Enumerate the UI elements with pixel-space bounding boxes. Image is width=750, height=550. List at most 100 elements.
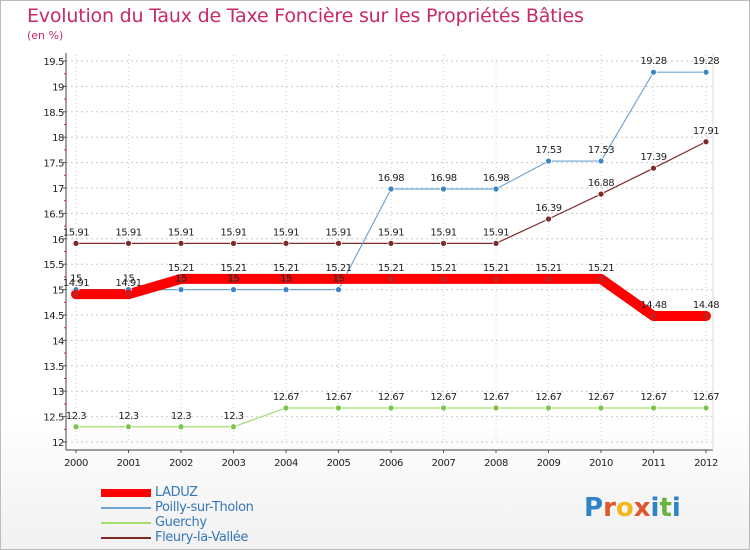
data-label: 12.67	[483, 392, 509, 403]
data-point	[544, 274, 553, 284]
data-point	[650, 68, 657, 76]
data-label: 16.39	[535, 203, 561, 214]
data-point	[701, 311, 711, 321]
data-point	[491, 274, 501, 284]
data-point	[177, 423, 185, 431]
data-label: 15.91	[168, 227, 194, 238]
x-tick-label: 2004	[274, 458, 298, 469]
data-label: 15	[280, 274, 292, 285]
data-point	[545, 157, 552, 165]
logo-letter: o	[615, 493, 634, 523]
data-label: 15.91	[115, 227, 141, 238]
data-label: 12.67	[640, 392, 666, 403]
data-label: 15	[123, 274, 135, 285]
data-label: 14.91	[115, 278, 141, 289]
x-tick-label: 2005	[327, 458, 351, 469]
data-label: 15.21	[220, 263, 246, 274]
data-label: 15	[333, 274, 345, 285]
data-label: 14.91	[63, 278, 89, 289]
data-label: 12.67	[378, 392, 404, 403]
data-point	[71, 289, 81, 299]
legend-label: LADUZ	[155, 485, 198, 500]
data-label: 12.67	[535, 392, 561, 403]
data-label: 12.3	[118, 411, 138, 422]
data-point	[650, 164, 657, 172]
series-line	[71, 273, 711, 322]
data-label: 12.67	[693, 392, 719, 403]
data-point	[386, 274, 396, 284]
y-tick-label: 16	[52, 235, 64, 246]
y-tick-label: 15.5	[43, 260, 64, 271]
data-point	[440, 239, 447, 247]
series-markers	[71, 68, 711, 431]
y-tick-label: 18	[52, 133, 64, 144]
data-label: 12.3	[66, 411, 86, 422]
y-tick-label: 14.5	[43, 311, 64, 322]
data-label: 12.67	[325, 392, 351, 403]
data-point	[387, 239, 395, 247]
y-tick-label: 19	[52, 82, 64, 93]
data-point	[545, 404, 552, 412]
data-point	[125, 423, 132, 431]
x-tick-label: 2006	[379, 458, 403, 469]
data-label: 15.21	[430, 263, 456, 274]
data-point	[492, 404, 500, 412]
logo-letter: i	[671, 493, 681, 523]
data-point	[72, 239, 80, 247]
data-label: 15.21	[535, 263, 561, 274]
data-point	[176, 274, 186, 284]
data-label: 15.91	[220, 227, 246, 238]
x-tick-label: 2003	[222, 458, 246, 469]
legend-item: Fleury-la-Vallée	[101, 530, 361, 545]
legend-label: Poilly-sur-Tholon	[155, 500, 254, 515]
data-point	[440, 404, 447, 412]
x-tick-label: 2011	[642, 458, 666, 469]
data-label: 15.21	[378, 263, 404, 274]
chart-title: Evolution du Taux de Taxe Foncière sur l…	[27, 5, 584, 27]
y-tick-label: 18.5	[43, 108, 64, 119]
data-label: 15.21	[588, 263, 614, 274]
tick-labels: 12 12.5 13 13.5 14 14.5 15 15.5 16 16.5 17 17.5 18 18…	[43, 57, 718, 469]
logo-letter: t	[659, 493, 672, 523]
y-tick-label: 12	[52, 438, 64, 449]
y-tick-label: 15	[52, 286, 64, 297]
data-point	[650, 404, 657, 412]
y-tick-label: 14	[52, 336, 64, 347]
data-label: 19.28	[693, 56, 719, 67]
x-tick-label: 2000	[64, 458, 88, 469]
x-tick-label: 2007	[432, 458, 456, 469]
x-tick-label: 2010	[589, 458, 613, 469]
data-point	[597, 190, 605, 198]
data-label: 16.98	[483, 173, 509, 184]
data-label: 15	[228, 274, 240, 285]
x-tick-label: 2001	[117, 458, 141, 469]
data-point	[335, 286, 342, 294]
legend-label: Guerchy	[155, 515, 207, 530]
data-point	[229, 274, 238, 284]
data-point	[281, 274, 291, 284]
data-point	[597, 157, 605, 165]
data-point	[702, 68, 710, 76]
data-point	[440, 185, 447, 193]
logo-letter: r	[603, 493, 616, 523]
data-point	[124, 289, 133, 299]
data-point	[702, 404, 710, 412]
x-tick-label: 2002	[169, 458, 193, 469]
data-label: 15.91	[325, 227, 351, 238]
y-tick-label: 19.5	[43, 57, 64, 68]
data-point	[596, 274, 606, 284]
data-point	[334, 274, 343, 284]
data-labels: 15.91 15.91 15.91 15.91 15.91 15.91 15.91 15.91…	[63, 56, 720, 422]
legend-item: Guerchy	[101, 515, 361, 530]
x-tick-label: 2009	[537, 458, 561, 469]
data-point	[230, 423, 237, 431]
data-label: 16.98	[430, 173, 456, 184]
data-label: 15.21	[325, 263, 351, 274]
data-label: 12.67	[430, 392, 456, 403]
data-label: 15.91	[63, 227, 89, 238]
data-label: 15.91	[483, 227, 509, 238]
y-tick-label: 17	[52, 184, 64, 195]
data-label: 15.91	[430, 227, 456, 238]
data-point	[230, 239, 237, 247]
